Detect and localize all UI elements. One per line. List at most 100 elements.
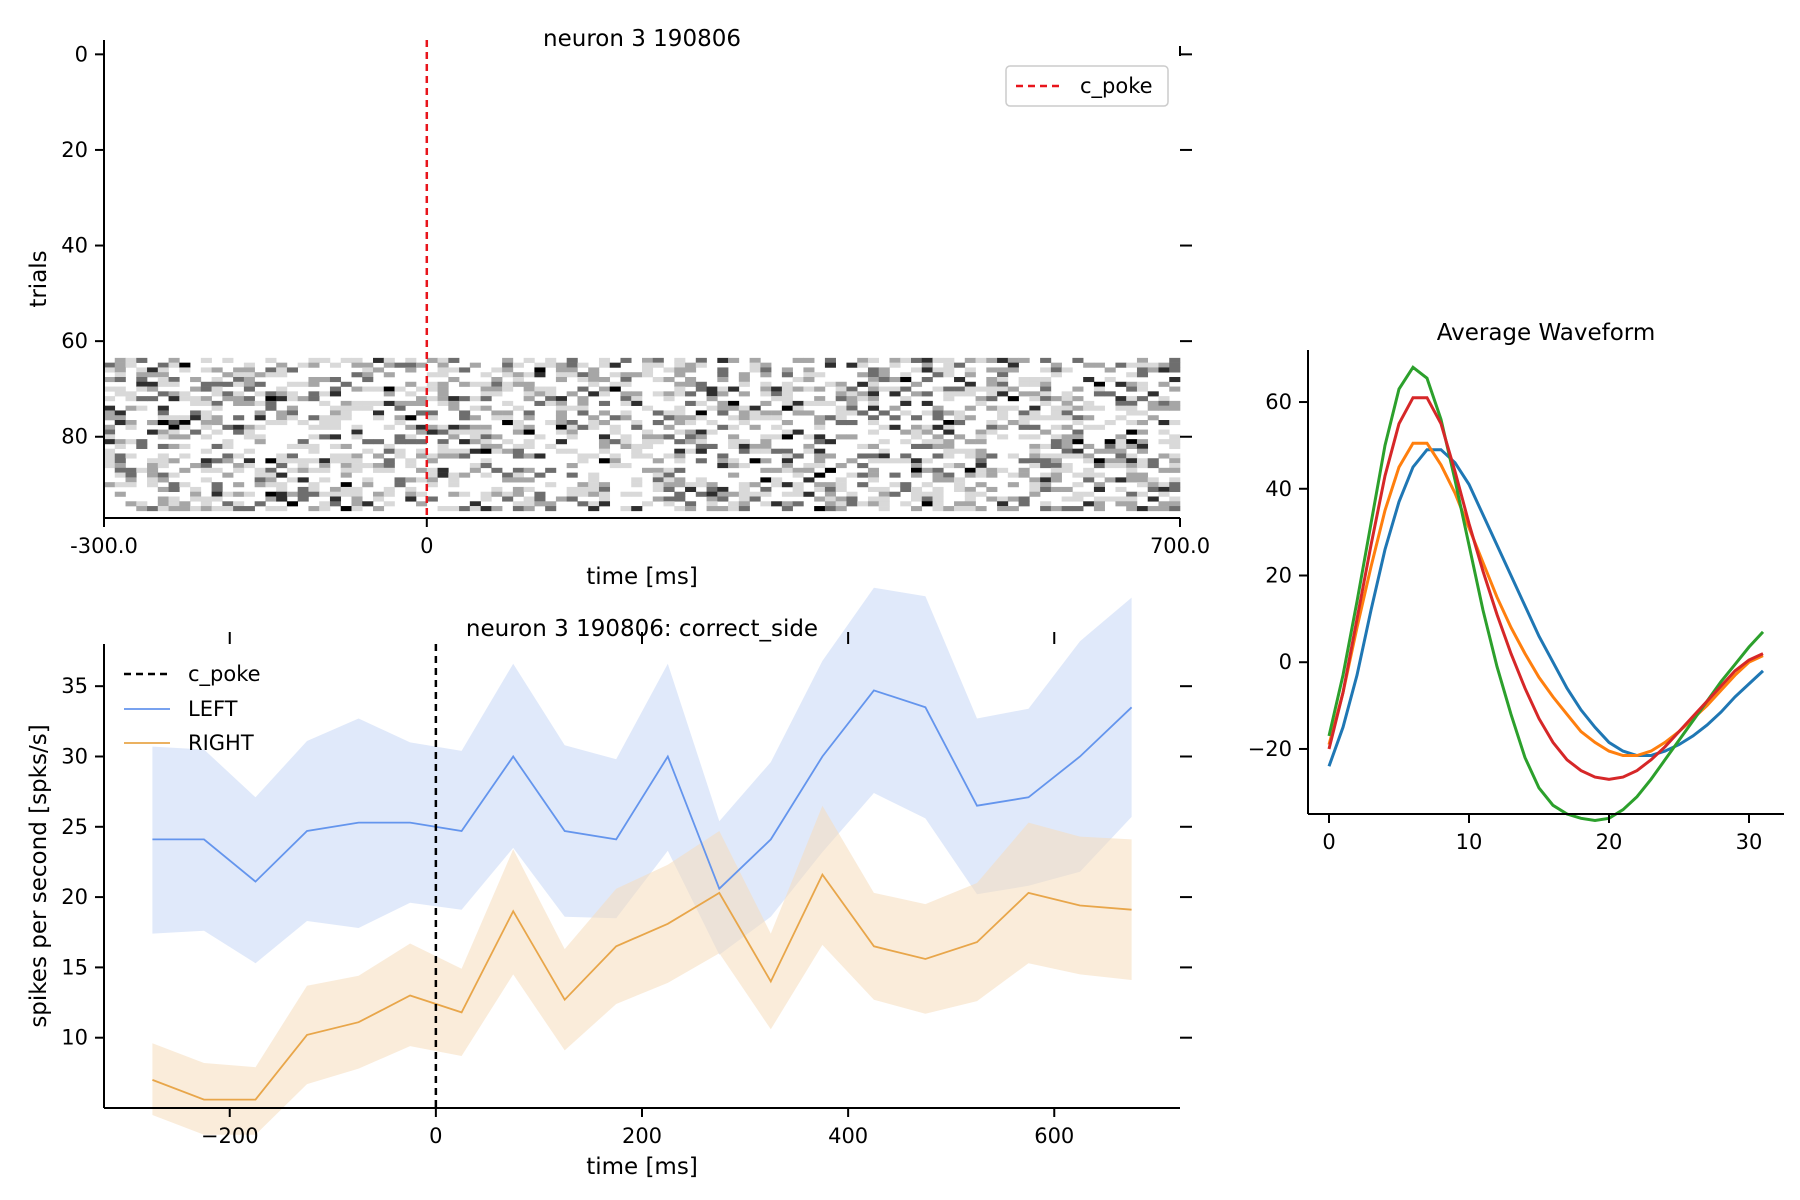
raster-cell bbox=[846, 405, 858, 411]
raster-cell bbox=[642, 357, 654, 363]
raster-cell bbox=[211, 482, 223, 488]
raster-cell bbox=[781, 367, 793, 373]
raster-cell bbox=[631, 491, 643, 497]
raster-cell bbox=[276, 491, 288, 497]
raster-cell bbox=[416, 396, 428, 402]
raster-cell bbox=[190, 496, 202, 502]
raster-cell bbox=[1136, 420, 1149, 426]
raster-cell bbox=[179, 501, 191, 507]
raster-cell bbox=[652, 357, 664, 363]
raster-cell bbox=[416, 439, 428, 445]
raster-cell bbox=[1050, 467, 1062, 473]
raster-cell bbox=[265, 472, 277, 478]
raster-cell bbox=[437, 506, 449, 512]
raster-cell bbox=[222, 372, 234, 378]
raster-cell bbox=[631, 482, 643, 488]
raster-cell bbox=[1072, 434, 1084, 440]
raster-cell bbox=[179, 424, 191, 430]
raster-cell bbox=[932, 410, 944, 416]
raster-cell bbox=[1061, 424, 1073, 430]
raster-cell bbox=[1158, 491, 1170, 497]
raster-cell bbox=[598, 434, 611, 440]
raster-cell bbox=[351, 463, 363, 469]
raster-cell bbox=[642, 434, 654, 440]
raster-cell bbox=[663, 415, 675, 421]
raster-y-tick-label: 40 bbox=[61, 234, 88, 258]
raster-cell bbox=[954, 501, 966, 507]
raster-cell bbox=[835, 486, 847, 493]
raster-cell bbox=[426, 372, 438, 378]
raster-cell bbox=[954, 448, 966, 454]
raster-cell bbox=[104, 463, 116, 469]
raster-cell bbox=[685, 482, 697, 488]
raster-cell bbox=[147, 420, 159, 426]
raster-cell bbox=[243, 396, 255, 402]
raster-cell bbox=[771, 501, 783, 507]
raster-cell bbox=[136, 396, 148, 402]
raster-cell bbox=[663, 453, 675, 459]
raster-cell bbox=[502, 491, 514, 497]
raster-cell bbox=[448, 448, 460, 454]
raster-cell bbox=[642, 405, 654, 411]
raster-cell bbox=[114, 415, 126, 421]
raster-cell bbox=[437, 367, 449, 373]
raster-cell bbox=[867, 467, 880, 473]
raster-x-tick-label: 0 bbox=[420, 534, 433, 558]
raster-cell bbox=[652, 486, 664, 493]
raster-cell bbox=[749, 491, 761, 497]
raster-cell bbox=[233, 424, 245, 430]
raster-cell bbox=[308, 458, 320, 464]
raster-cell bbox=[954, 410, 966, 416]
raster-cell bbox=[577, 396, 589, 402]
raster-cell bbox=[1029, 482, 1041, 488]
raster-cell bbox=[491, 367, 503, 373]
psth-line-left bbox=[152, 689, 1133, 891]
raster-cell bbox=[1029, 415, 1041, 421]
raster-cell bbox=[1050, 486, 1062, 493]
raster-cell bbox=[814, 400, 826, 406]
raster-cell bbox=[168, 391, 180, 397]
raster-cell bbox=[1093, 463, 1105, 469]
raster-cell bbox=[157, 376, 169, 383]
raster-cell bbox=[652, 458, 664, 464]
raster-cell bbox=[771, 396, 783, 402]
raster-cell bbox=[631, 372, 643, 378]
raster-cell bbox=[964, 491, 976, 497]
raster-cell bbox=[1083, 376, 1095, 383]
raster-cell bbox=[943, 472, 955, 478]
raster-cell bbox=[114, 376, 126, 383]
raster-cell bbox=[609, 372, 621, 378]
raster-cell bbox=[695, 410, 707, 416]
raster-cell bbox=[814, 482, 826, 488]
raster-cell bbox=[620, 434, 632, 440]
raster-cell bbox=[577, 386, 589, 392]
raster-legend: c_poke bbox=[1005, 65, 1169, 107]
raster-cell bbox=[814, 434, 826, 440]
raster-cell bbox=[943, 448, 955, 454]
raster-cell bbox=[997, 386, 1009, 392]
raster-cell bbox=[986, 357, 998, 363]
raster-cell bbox=[200, 420, 212, 426]
raster-cell bbox=[104, 396, 116, 402]
raster-cell bbox=[340, 410, 352, 416]
raster-cell bbox=[1040, 482, 1052, 488]
raster-cell bbox=[566, 405, 578, 411]
raster-cell bbox=[211, 429, 223, 435]
raster-cell bbox=[254, 381, 266, 387]
raster-cell bbox=[1158, 405, 1170, 411]
raster-cell bbox=[405, 391, 417, 397]
raster-cell bbox=[1136, 463, 1149, 469]
raster-cell bbox=[405, 439, 417, 445]
raster-cell bbox=[340, 491, 352, 497]
raster-cell bbox=[738, 372, 750, 378]
raster-cell bbox=[1126, 477, 1138, 483]
raster-cell bbox=[340, 458, 352, 464]
raster-cell bbox=[480, 443, 492, 449]
raster-cell bbox=[975, 386, 987, 392]
raster-cell bbox=[1115, 463, 1127, 469]
raster-cell bbox=[448, 453, 460, 459]
raster-cell bbox=[308, 415, 320, 421]
waveform-y-tick-label: 40 bbox=[1265, 477, 1292, 501]
raster-cell bbox=[867, 472, 880, 478]
